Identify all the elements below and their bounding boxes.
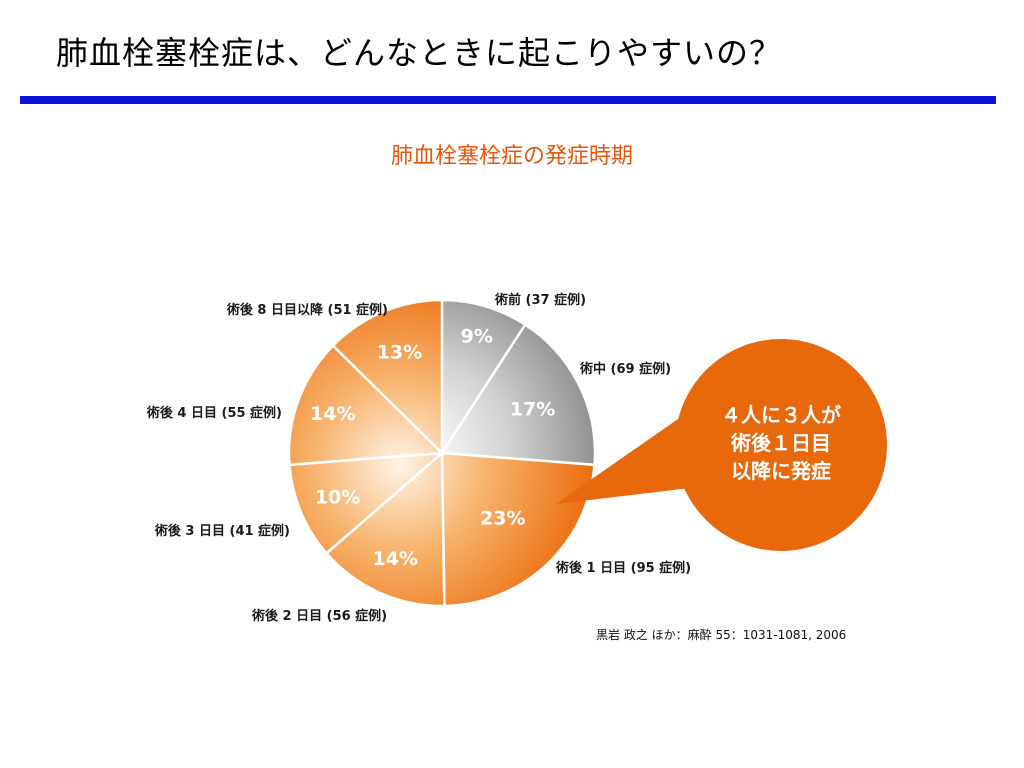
pie-slice-7 (331, 298, 444, 456)
pie-slice-4 (324, 450, 446, 608)
pie-percent-label: 14% (372, 548, 417, 570)
pie-category-label: 術後 3 日目 (41 症例) (154, 523, 290, 539)
source-citation: 黒岩 政之 ほか：麻酔 55：1031-1081, 2006 (596, 628, 847, 642)
callout-line: 以降に発症 (731, 459, 831, 483)
pie-slices (287, 298, 597, 608)
pie-percent-label: 23% (480, 508, 525, 530)
callout-line: 術後１日目 (730, 431, 831, 455)
pie-percent-labels: 9% 17% 23% 14% 10% 14% 13% (310, 326, 555, 570)
pie-slice-5 (288, 451, 446, 556)
pie-category-label: 術前 (37 症例) (494, 292, 586, 308)
callout-line: ４人に３人が (721, 403, 841, 427)
pie-category-label: 術後 4 日目 (55 症例) (146, 405, 282, 421)
slide-title: 肺血栓塞栓症は、どんなときに起こりやすいの？ (56, 34, 783, 72)
pie-percent-label: 17% (510, 398, 555, 420)
chart-title: 肺血栓塞栓症の発症時期 (390, 144, 633, 169)
title-divider (20, 96, 996, 104)
pie-category-label: 術中 (69 症例) (579, 361, 671, 377)
pie-percent-label: 13% (377, 341, 422, 363)
pie-percent-label: 14% (310, 403, 355, 425)
pie-category-label: 術後 2 日目 (56 症例) (251, 608, 387, 624)
pie-category-label: 術後 8 日目以降 (51 症例) (226, 302, 388, 318)
pie-slice-6 (287, 343, 445, 467)
pie-category-labels: 術前 (37 症例) 術中 (69 症例) 術後 1 日目 (95 症例) 術後 2 … (146, 292, 691, 624)
pie-percent-label: 10% (315, 487, 360, 509)
callout-circle (675, 339, 887, 551)
pie-slice-1 (440, 298, 527, 458)
callout-pointer (556, 412, 690, 504)
pie-category-label: 術後 1 日目 (95 症例) (555, 560, 691, 576)
pie-slice-2 (439, 322, 597, 467)
pie-percent-label: 9% (461, 326, 493, 348)
